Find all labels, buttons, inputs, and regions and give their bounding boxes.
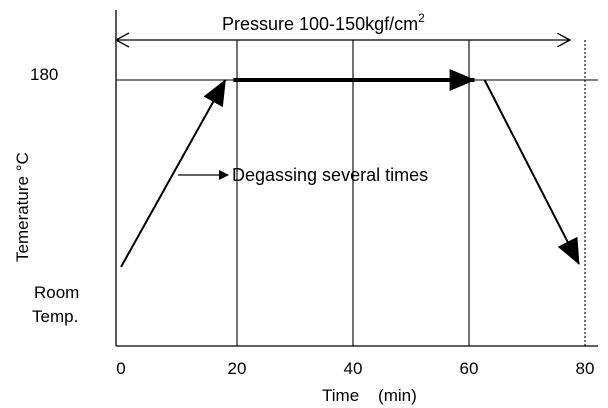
y-axis-title: Temerature °C (13, 152, 32, 262)
cool-down-segment (483, 79, 580, 265)
temperature-profile-series (120, 69, 580, 268)
degassing-label: Degassing several times (232, 165, 428, 185)
x-tick-40: 40 (344, 359, 363, 378)
pressure-arrow-left-head (114, 32, 130, 48)
x-tick-20: 20 (228, 359, 247, 378)
y-tick-room-line2: Temp. (32, 307, 78, 326)
x-axis-title: Time (min) (322, 386, 417, 405)
pressure-label: Pressure 100-150kgf/cm2 (222, 11, 425, 34)
y-tick-room-line1: Room (34, 283, 79, 302)
ramp-up-segment (120, 79, 227, 268)
x-tick-labels: 0 20 40 60 80 (116, 359, 594, 378)
gridlines (236, 40, 586, 346)
x-tick-80: 80 (576, 359, 595, 378)
y-tick-180: 180 (30, 65, 58, 84)
x-tick-60: 60 (460, 359, 479, 378)
x-tick-0: 0 (116, 359, 125, 378)
